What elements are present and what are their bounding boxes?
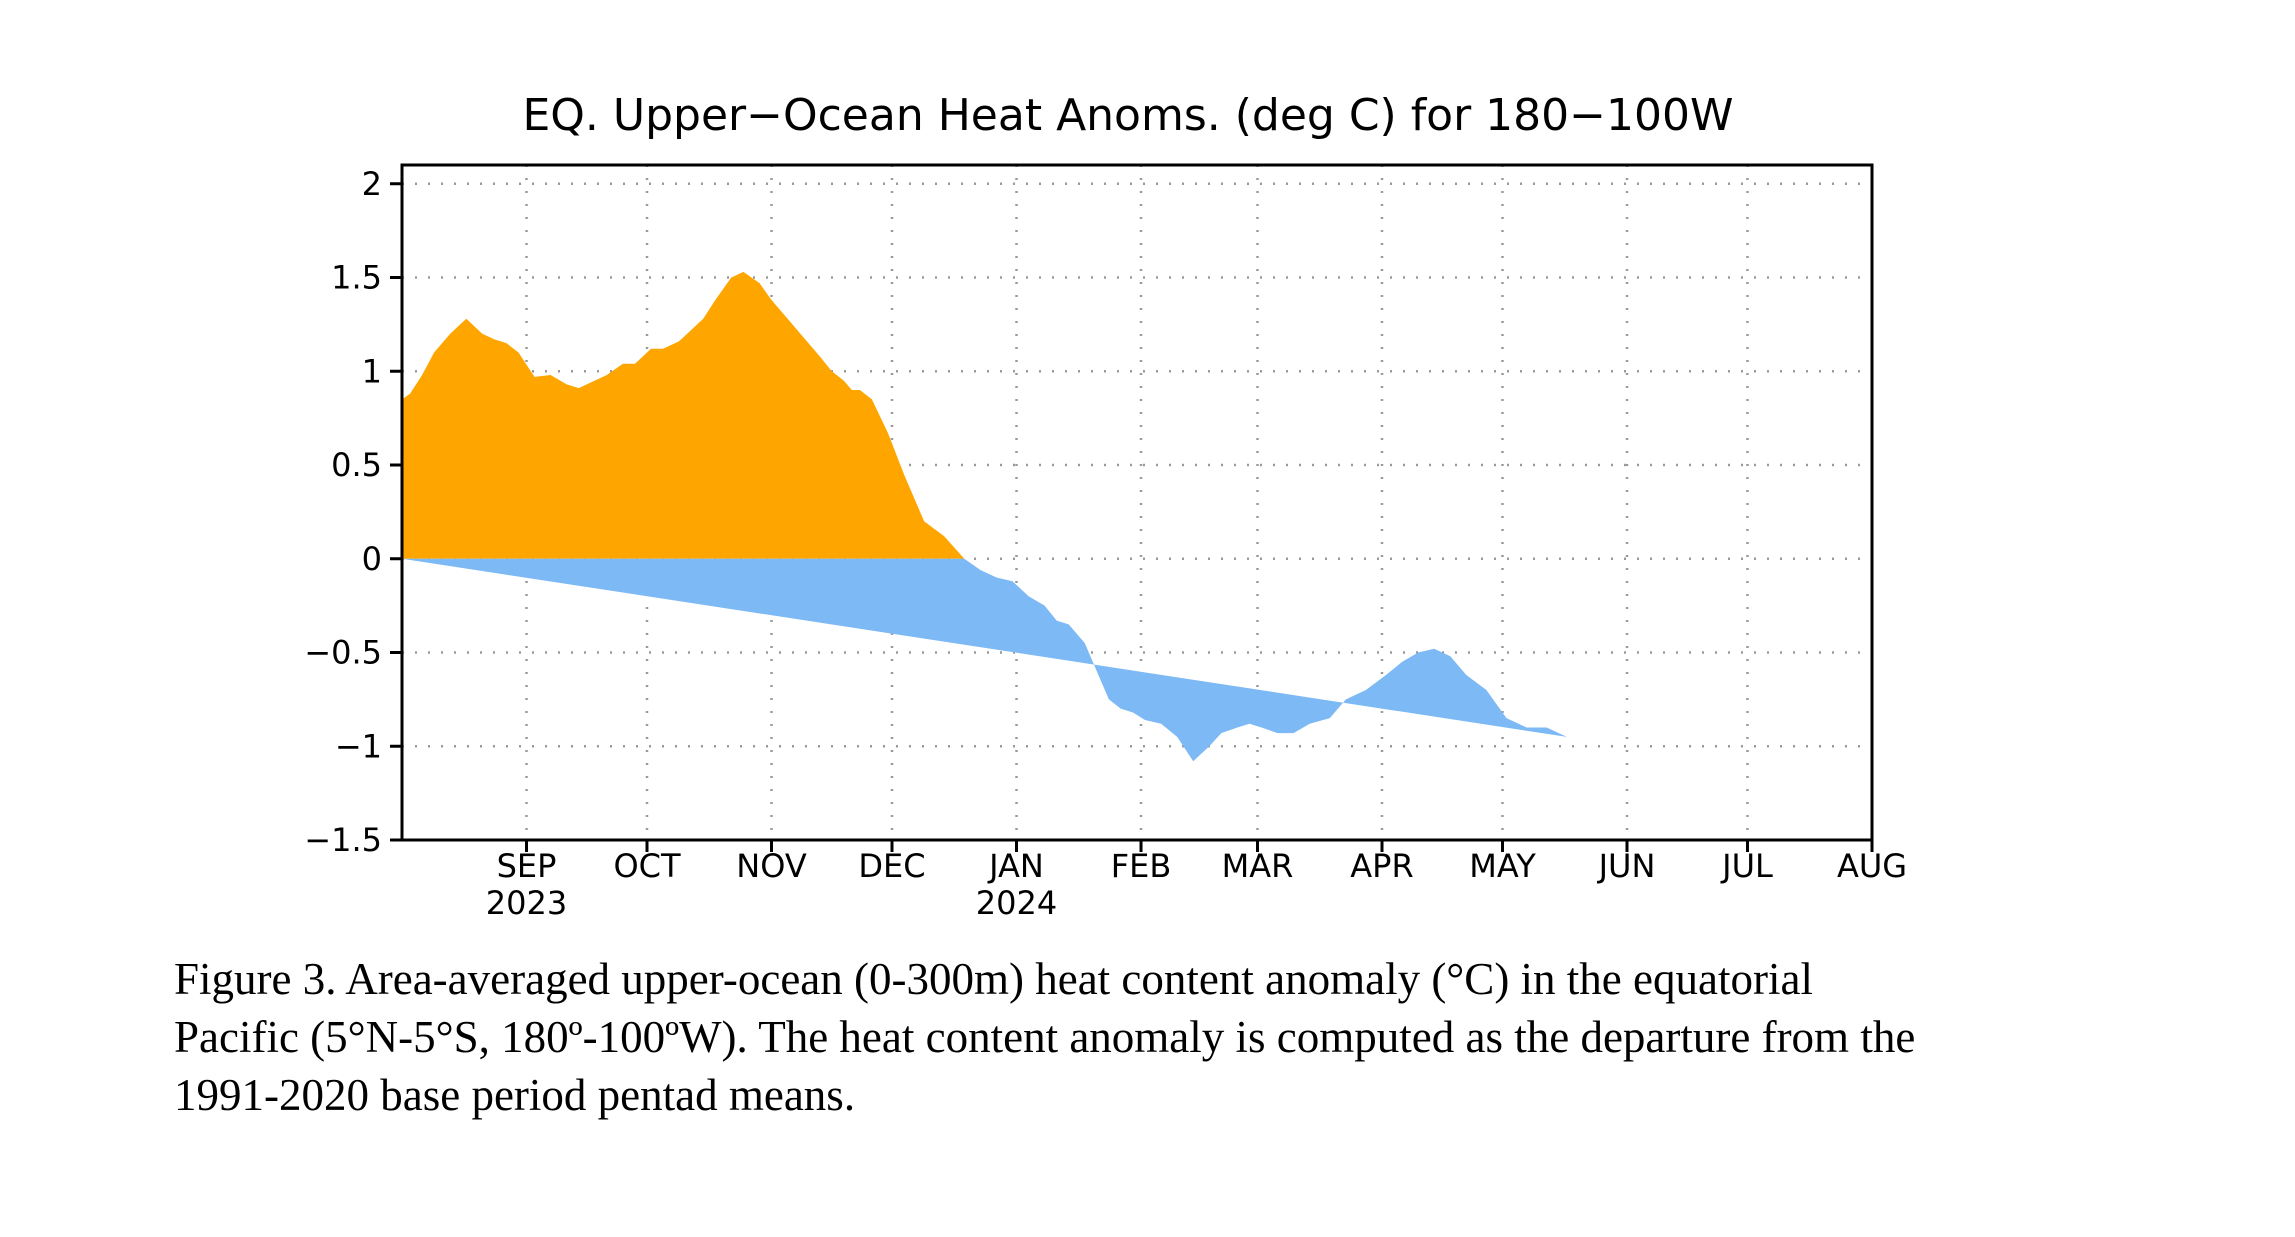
x-tick-label: AUG (1837, 847, 1907, 885)
chart-title: EQ. Upper−Ocean Heat Anoms. (deg C) for … (522, 90, 1733, 141)
x-tick-label: JAN (987, 847, 1044, 885)
y-tick-label: 0 (362, 540, 382, 578)
x-tick-label: MAY (1469, 847, 1536, 885)
caption-line-3: 1991-2020 base period pentad means. (174, 1070, 856, 1120)
x-tick-label: MAR (1222, 847, 1294, 885)
x-tick-label: SEP (497, 847, 557, 885)
x-tick-label: JUL (1720, 847, 1773, 885)
x-tick-label: FEB (1111, 847, 1172, 885)
x-tick-year-label: 2023 (486, 884, 567, 922)
y-tick-label: 1.5 (331, 259, 382, 297)
x-tick-label: APR (1350, 847, 1413, 885)
plot-frame (400, 163, 1874, 842)
caption-line-1: Figure 3. Area-averaged upper-ocean (0-3… (174, 954, 1813, 1004)
x-tick-label: OCT (613, 847, 681, 885)
heat-anomaly-chart: EQ. Upper−Ocean Heat Anoms. (deg C) for … (304, 90, 1907, 922)
axes (400, 163, 1874, 842)
figure-caption: Figure 3. Area-averaged upper-ocean (0-3… (174, 950, 2174, 1124)
y-tick-label: 0.5 (331, 446, 382, 484)
caption-line-2: Pacific (5°N-5°S, 180º-100ºW). The heat … (174, 1012, 1916, 1062)
x-tick-label: JUN (1597, 847, 1656, 885)
anomaly-area (402, 271, 1567, 762)
positive-anomaly-area (402, 271, 965, 559)
y-tick-label: 2 (362, 165, 382, 203)
y-tick-label: −0.5 (304, 634, 382, 672)
y-axis-ticks: 2 1.5 1 0.5 0 −0.5 −1 −1.5 (304, 165, 402, 859)
x-tick-label: DEC (858, 847, 925, 885)
y-tick-label: −1.5 (304, 821, 382, 859)
negative-anomaly-area (402, 558, 1567, 762)
y-tick-label: −1 (335, 727, 382, 765)
y-tick-label: 1 (362, 352, 382, 390)
x-tick-label: NOV (736, 847, 807, 885)
x-tick-year-label: 2024 (976, 884, 1057, 922)
